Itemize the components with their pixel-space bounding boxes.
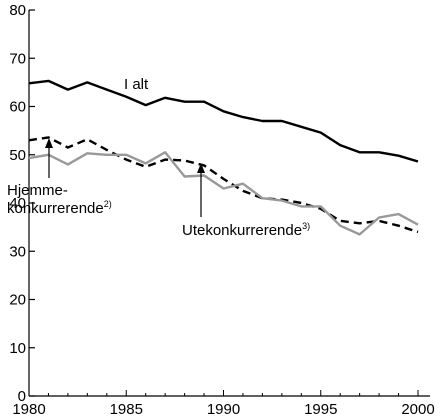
x-tick-label-1985: 1985 [110, 401, 143, 418]
y-tick-label-20: 20 [9, 292, 26, 309]
series-label-hjemme-line2-text: konkurrerende [7, 200, 104, 217]
y-tick-label-0: 0 [18, 388, 26, 405]
x-tick-label-2000: 2000 [401, 401, 434, 418]
series-label-utekonkurrerende-sup: 3) [302, 221, 310, 231]
series-lines [28, 79, 419, 236]
y-tick-label-30: 30 [9, 243, 26, 260]
series-label-hjemme-line1: Hjemme- [7, 182, 68, 199]
series-label-hjemme-line2: konkurrerende2) [7, 199, 112, 217]
series-label-utekonkurrerende-text: Utekonkurrerende [182, 222, 302, 239]
y-tick-label-40: 40 [9, 195, 26, 212]
annotation-arrows [45, 138, 205, 217]
series-line-utekonkurrerende [28, 136, 419, 234]
y-tick-label-70: 70 [9, 50, 26, 67]
arrow-hjemme-head [45, 138, 53, 148]
x-axis-ticks: 1980 1985 1990 1995 2000 [12, 390, 435, 418]
y-axis-ticks: 0 10 20 30 40 50 60 70 80 [9, 2, 35, 405]
y-tick-label-50: 50 [9, 147, 26, 164]
series-label-i-alt: I alt [124, 76, 149, 93]
series-label-hjemme-sup: 2) [104, 199, 112, 209]
series-line-i-alt [28, 79, 419, 163]
x-tick-label-1995: 1995 [304, 401, 337, 418]
y-tick-label-60: 60 [9, 99, 26, 116]
y-tick-label-10: 10 [9, 340, 26, 357]
x-tick-label-1980: 1980 [12, 401, 45, 418]
series-line-hjemmekonkurrerende [28, 151, 419, 236]
x-tick-label-1990: 1990 [207, 401, 240, 418]
arrow-ute-head [197, 163, 205, 173]
series-label-utekonkurrerende: Utekonkurrerende3) [182, 221, 310, 239]
y-tick-label-80: 80 [9, 2, 26, 19]
